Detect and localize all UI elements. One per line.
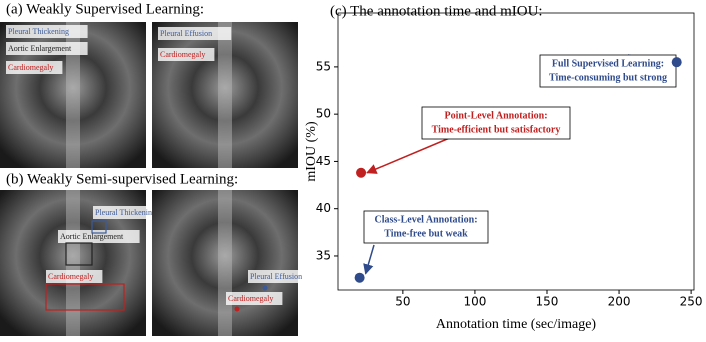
spine <box>66 190 80 336</box>
annotation-box <box>363 210 489 244</box>
label-bg <box>158 27 232 40</box>
annotation-text: Time-consuming but strong <box>549 72 667 83</box>
spine <box>218 22 232 168</box>
x-tick-label: 100 <box>463 295 486 309</box>
y-tick-label: 35 <box>316 248 331 262</box>
x-axis-label: Annotation time (sec/image) <box>436 317 597 332</box>
xray-image <box>152 22 298 168</box>
image-label: Cardiomegaly <box>228 294 273 303</box>
bbox <box>45 283 125 311</box>
annotation-text: Time-free but weak <box>384 228 468 239</box>
annotation-text: Class-Level Annotation: <box>374 214 477 225</box>
spine <box>218 190 232 336</box>
x-tick-label: 150 <box>536 295 559 309</box>
annotation-arrow <box>363 244 375 275</box>
bbox <box>91 220 107 234</box>
annotation-text: Point-Level Annotation: <box>444 110 547 121</box>
annotation-box <box>539 54 677 88</box>
x-tick-label: 50 <box>395 295 410 309</box>
image-label: Aortic Enlargement <box>60 232 124 241</box>
label-bg <box>6 25 88 38</box>
y-axis-label: mIOU (%) <box>304 121 319 182</box>
spine <box>66 22 80 168</box>
chart-title: (c) The annotation time and mIOU: <box>330 3 543 19</box>
image-label: Cardiomegaly <box>8 63 53 72</box>
point-annotation <box>234 306 240 312</box>
image-label: Aortic Enlargement <box>8 44 72 53</box>
label-bg <box>58 230 140 243</box>
image-label: Cardiomegaly <box>48 272 93 281</box>
y-tick-label: 50 <box>316 107 331 121</box>
x-tick-label: 200 <box>608 295 631 309</box>
label-bg <box>248 270 322 283</box>
label-bg <box>158 48 215 61</box>
image-label: Pleural Thickening <box>95 208 156 217</box>
image-label: Cardiomegaly <box>160 50 205 59</box>
scatter-point <box>354 272 365 283</box>
annotation-text: Time-efficient but satisfactory <box>432 124 561 135</box>
annotation-arrow <box>366 136 453 174</box>
plot-frame <box>337 12 695 291</box>
label-bg <box>6 61 63 74</box>
label-bg <box>6 42 88 55</box>
y-tick-label: 45 <box>316 154 331 168</box>
point-annotation <box>262 285 268 291</box>
x-tick-label: 250 <box>680 295 703 309</box>
bbox <box>65 242 93 266</box>
scatter-point <box>671 57 682 68</box>
image-label: Pleural Thickening <box>8 27 69 36</box>
scatter-point <box>356 167 367 178</box>
xray-image <box>152 190 298 336</box>
panel-title: (b) Weakly Semi-supervised Learning: <box>6 171 238 187</box>
image-label: Pleural Effusion <box>250 272 302 281</box>
panel-title: (a) Weakly Supervised Learning: <box>6 1 204 17</box>
label-bg <box>46 270 103 283</box>
image-label: Pleural Effusion <box>160 29 212 38</box>
label-bg <box>226 292 283 305</box>
y-tick-label: 40 <box>316 201 331 215</box>
annotation-box <box>421 106 571 140</box>
annotation-text: Full Supervised Learning: <box>552 58 664 69</box>
y-tick-label: 55 <box>316 59 331 73</box>
